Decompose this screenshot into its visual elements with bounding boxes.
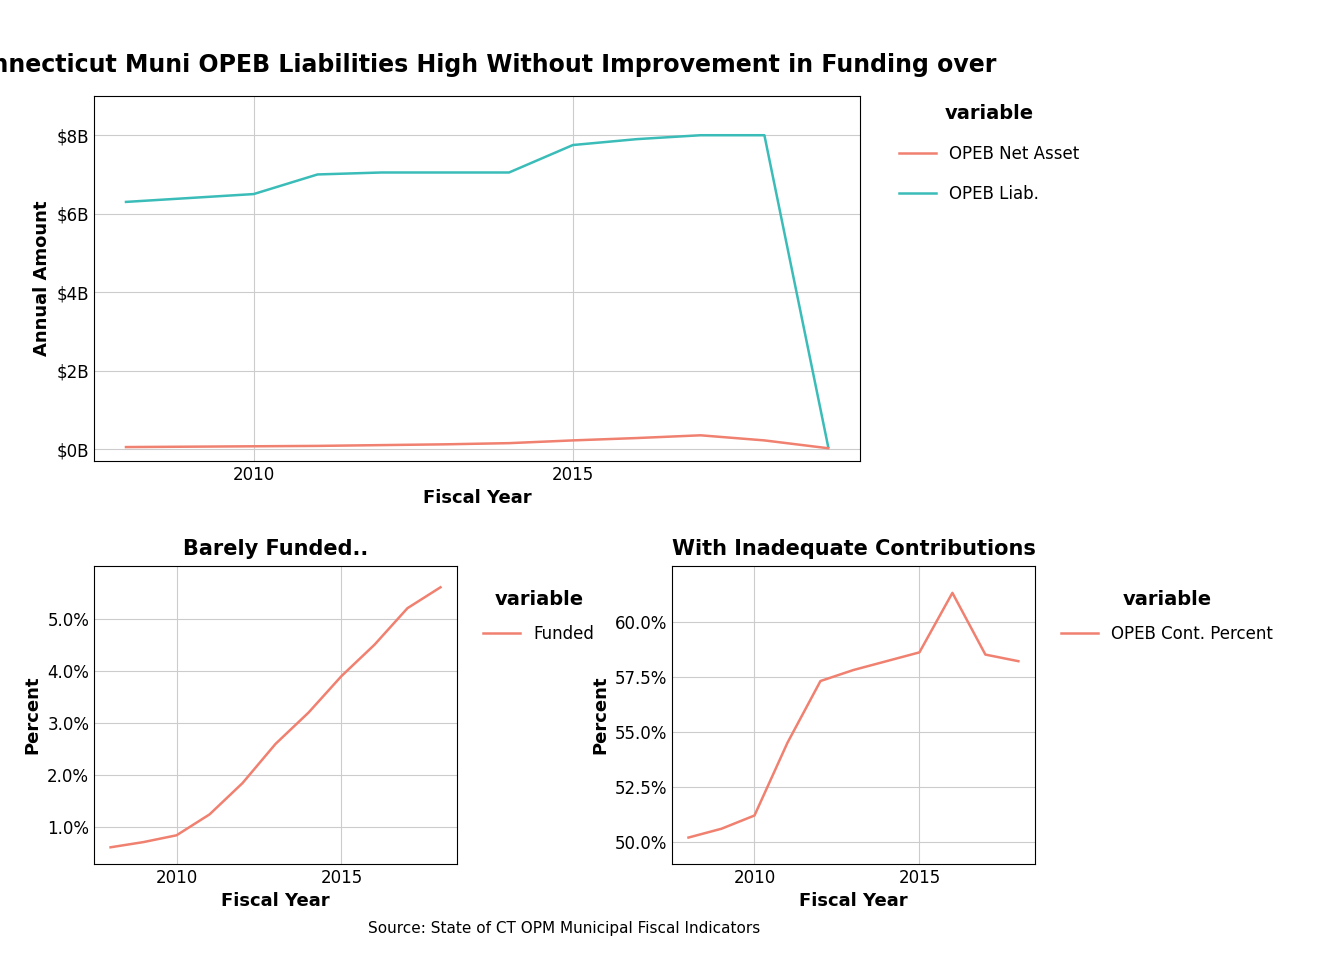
X-axis label: Fiscal Year: Fiscal Year bbox=[423, 490, 531, 507]
Y-axis label: Annual Amount: Annual Amount bbox=[34, 201, 51, 356]
X-axis label: Fiscal Year: Fiscal Year bbox=[222, 893, 329, 910]
Legend: OPEB Cont. Percent: OPEB Cont. Percent bbox=[1062, 589, 1273, 643]
Text: Connecticut Muni OPEB Liabilities High Without Improvement in Funding over: Connecticut Muni OPEB Liabilities High W… bbox=[0, 53, 996, 77]
Legend: OPEB Net Asset, OPEB Liab.: OPEB Net Asset, OPEB Liab. bbox=[899, 105, 1079, 203]
Y-axis label: Percent: Percent bbox=[24, 676, 42, 755]
Title: With Inadequate Contributions: With Inadequate Contributions bbox=[672, 540, 1035, 560]
Title: Barely Funded..: Barely Funded.. bbox=[183, 540, 368, 560]
X-axis label: Fiscal Year: Fiscal Year bbox=[800, 893, 907, 910]
Text: Source: State of CT OPM Municipal Fiscal Indicators: Source: State of CT OPM Municipal Fiscal… bbox=[368, 921, 761, 936]
Y-axis label: Percent: Percent bbox=[591, 676, 609, 755]
Legend: Funded: Funded bbox=[484, 589, 594, 643]
